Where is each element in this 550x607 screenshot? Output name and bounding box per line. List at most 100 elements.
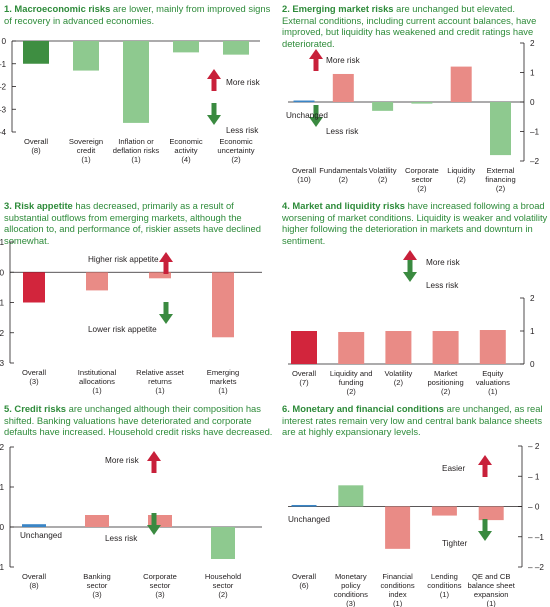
category-label-line: conditions — [334, 590, 368, 599]
category-label-line: sector — [87, 581, 108, 590]
category-label-line: sector — [213, 581, 234, 590]
y-tick-label: – 1 — [528, 472, 540, 481]
bar — [490, 102, 511, 156]
arrow-shaft — [211, 103, 217, 115]
category-label: Volatility (2) — [384, 369, 412, 387]
category-label: Overall (6) — [292, 572, 316, 590]
category-label-line: (3) — [155, 590, 165, 599]
category-label-line: Household — [205, 572, 241, 581]
category-label: Economic activity (4) — [169, 137, 203, 164]
bar — [23, 41, 49, 64]
y-tick-label: 1 — [530, 69, 535, 78]
category-label-line: External — [487, 166, 515, 175]
category-label-line: sector — [412, 175, 433, 184]
category-label-line: (2) — [496, 184, 506, 193]
category-label-line: (2) — [347, 387, 357, 396]
category-label-line: Banking — [83, 572, 110, 581]
bar — [291, 331, 317, 364]
arrow-head — [159, 314, 173, 324]
category-label-line: (1) — [81, 155, 91, 164]
annotation-label: Easier — [442, 464, 465, 473]
category-label-line: credit — [77, 146, 96, 155]
caption-bold: 6. Monetary and financial conditions — [282, 403, 445, 414]
y-tick-label: –2 — [0, 329, 4, 338]
category-label-line: Overall — [24, 137, 48, 146]
arrow-up-icon — [309, 49, 323, 71]
caption-text: are unchanged although their composition… — [4, 403, 273, 438]
category-label-line: (1) — [440, 590, 450, 599]
panel-market-liquidity-risks: 4. Market and liquidity risks have incre… — [282, 200, 550, 396]
category-label: External financing (2) — [485, 166, 515, 193]
category-label-line: Monetary — [335, 572, 367, 581]
category-label-line: sector — [150, 581, 171, 590]
arrow-down-icon — [159, 302, 173, 324]
bar — [291, 504, 317, 507]
category-label: Volatility (2) — [369, 166, 397, 184]
category-label-line: (7) — [299, 378, 309, 387]
category-label-line: Relative asset — [136, 368, 185, 377]
bar — [372, 102, 394, 111]
category-label-line: Overall — [292, 369, 316, 378]
bar — [23, 272, 45, 303]
category-label-line: Inflation or — [118, 137, 154, 146]
annotation-label: Less risk — [105, 534, 138, 543]
bar — [149, 272, 171, 279]
bar — [212, 272, 234, 338]
category-label-line: QE and CB — [472, 572, 510, 581]
arrow-shaft — [163, 262, 169, 274]
category-label-line: (4) — [181, 155, 191, 164]
bar — [73, 41, 99, 71]
panel-macroeconomic-risks: 1. Macroeconomic risks are lower, mainly… — [0, 3, 274, 195]
annotation-label: More risk — [105, 456, 140, 465]
category-label-line: Corporate — [143, 572, 177, 581]
y-tick-label: 0 — [0, 523, 4, 532]
category-label-line: Overall — [22, 572, 46, 581]
category-label-line: Volatility — [384, 369, 412, 378]
category-label-line: (6) — [299, 581, 309, 590]
arrow-up-icon — [207, 69, 221, 91]
category-label-line: allocations — [79, 377, 115, 386]
y-tick-label: 0 — [0, 268, 4, 277]
bar — [22, 524, 46, 527]
y-tick-label: – –2 — [528, 563, 544, 572]
category-label: Market positioning (2) — [427, 369, 463, 396]
arrow-shaft — [482, 465, 488, 477]
category-label: Liquidity (2) — [447, 166, 475, 184]
arrow-down-icon — [478, 519, 492, 541]
arrow-head — [147, 451, 161, 461]
annotation-label: Less risk — [326, 127, 359, 136]
category-label-line: Financial — [382, 572, 413, 581]
category-label: Financial conditions index (1) — [380, 572, 414, 607]
bar — [211, 527, 235, 559]
category-label-line: (1) — [131, 155, 141, 164]
category-label-line: (2) — [394, 378, 404, 387]
y-tick-label: – 2 — [528, 442, 540, 451]
y-tick-label: –1 — [0, 60, 6, 69]
arrow-shaft — [151, 513, 157, 525]
arrow-up-icon — [147, 451, 161, 473]
bar — [385, 506, 411, 549]
category-label: Liquidity and funding (2) — [330, 369, 373, 396]
panel-credit-risks: 5. Credit risks are unchanged although t… — [0, 403, 274, 607]
category-label: Lending conditions (1) — [427, 572, 461, 599]
caption-bold: 4. Market and liquidity risks — [282, 200, 405, 211]
category-label-line: (1) — [92, 386, 102, 395]
bar — [411, 102, 433, 104]
panel-caption: 3. Risk appetite has decreased, primaril… — [4, 200, 274, 246]
category-label-line: returns — [148, 377, 172, 386]
category-label: Sovereign credit (1) — [69, 137, 103, 164]
bar — [338, 485, 364, 507]
category-label-line: (1) — [488, 387, 498, 396]
category-label: Fundamentals (2) — [319, 166, 367, 184]
category-label-line: (1) — [487, 599, 497, 607]
category-label: Overall (8) — [22, 572, 46, 590]
category-label-line: Liquidity — [447, 166, 475, 175]
bar — [123, 41, 149, 123]
arrow-shaft — [151, 461, 157, 473]
panel-monetary-financial-conditions: 6. Monetary and financial conditions are… — [282, 403, 550, 607]
category-label: Equity valuations (1) — [476, 369, 510, 396]
arrow-shaft — [313, 105, 319, 117]
y-tick-label: 0 — [1, 37, 6, 46]
category-label-line: markets — [209, 377, 236, 386]
